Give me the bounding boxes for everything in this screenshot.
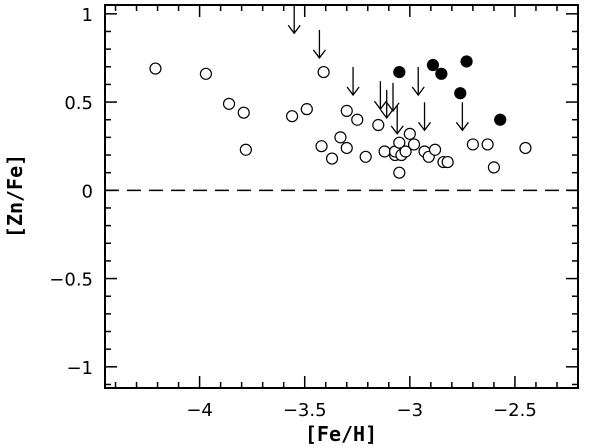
open-circle-point bbox=[393, 166, 406, 179]
open-circle-point bbox=[428, 143, 442, 156]
open-circle-point bbox=[378, 145, 391, 158]
open-circle-point bbox=[340, 141, 353, 155]
filled-circle-point bbox=[426, 58, 440, 72]
x-tick-label: −2.5 bbox=[493, 400, 537, 421]
open-circle-point bbox=[149, 62, 162, 75]
x-tick-label: −3 bbox=[397, 400, 424, 421]
upper-limit-arrow bbox=[455, 102, 469, 132]
open-circle-point bbox=[407, 138, 421, 151]
open-circle-point bbox=[487, 161, 501, 174]
open-circle-point bbox=[351, 113, 364, 126]
upper-limit-arrow bbox=[380, 89, 394, 120]
open-circle-point bbox=[372, 118, 385, 132]
open-circle-point bbox=[399, 145, 412, 158]
y-tick-label: −0.5 bbox=[49, 270, 93, 291]
x-axis-label: [Fe/H] bbox=[305, 422, 377, 446]
upper-limit-arrow bbox=[386, 82, 400, 112]
open-circle-point bbox=[466, 138, 479, 151]
y-axis-label: [Zn/Fe] bbox=[3, 154, 27, 238]
open-circle-point bbox=[300, 103, 313, 116]
upper-limit-arrow bbox=[373, 81, 387, 111]
filled-circle-point bbox=[494, 113, 507, 126]
upper-limit-arrow bbox=[287, 5, 301, 35]
axis-tick-labels: −4 −3.5 −3 −2.5 1 0.5 0 −0.5 −1 bbox=[49, 5, 537, 421]
open-circle-point bbox=[325, 152, 339, 165]
axis-ticks bbox=[105, 5, 579, 388]
open-circle-point bbox=[359, 150, 372, 163]
y-tick-label: 1 bbox=[82, 5, 93, 26]
x-tick-label: −4 bbox=[186, 400, 213, 421]
open-circle-point bbox=[519, 141, 532, 155]
open-circle-point bbox=[317, 65, 330, 79]
open-circle-point bbox=[237, 106, 250, 119]
x-tick-label: −3.5 bbox=[283, 400, 327, 421]
open-circle-point bbox=[340, 104, 353, 117]
data-marks bbox=[149, 5, 532, 179]
upper-limit-arrow bbox=[390, 105, 404, 135]
upper-limit-arrow bbox=[418, 102, 432, 132]
upper-limit-arrow bbox=[411, 67, 425, 97]
open-circle-point bbox=[285, 110, 299, 123]
upper-limit-arrow bbox=[312, 29, 326, 60]
open-circle-point bbox=[239, 143, 252, 156]
upper-limit-arrow bbox=[346, 67, 360, 97]
plot-frame bbox=[104, 4, 579, 389]
filled-circle-point bbox=[393, 65, 406, 79]
open-circle-point bbox=[334, 131, 347, 144]
filled-circle-point bbox=[460, 55, 473, 68]
open-circle-point bbox=[199, 67, 213, 80]
open-circle-point bbox=[441, 155, 454, 169]
filled-circle-point bbox=[435, 67, 448, 80]
y-tick-label: 0.5 bbox=[64, 93, 93, 114]
open-circle-point bbox=[481, 138, 494, 151]
open-circle-point bbox=[403, 127, 416, 140]
open-circle-point bbox=[393, 136, 406, 149]
open-circle-point bbox=[222, 97, 236, 110]
filled-circle-point bbox=[454, 87, 467, 100]
y-tick-label: −1 bbox=[66, 358, 93, 379]
open-circle-point bbox=[315, 140, 328, 153]
y-tick-label: 0 bbox=[82, 181, 93, 202]
